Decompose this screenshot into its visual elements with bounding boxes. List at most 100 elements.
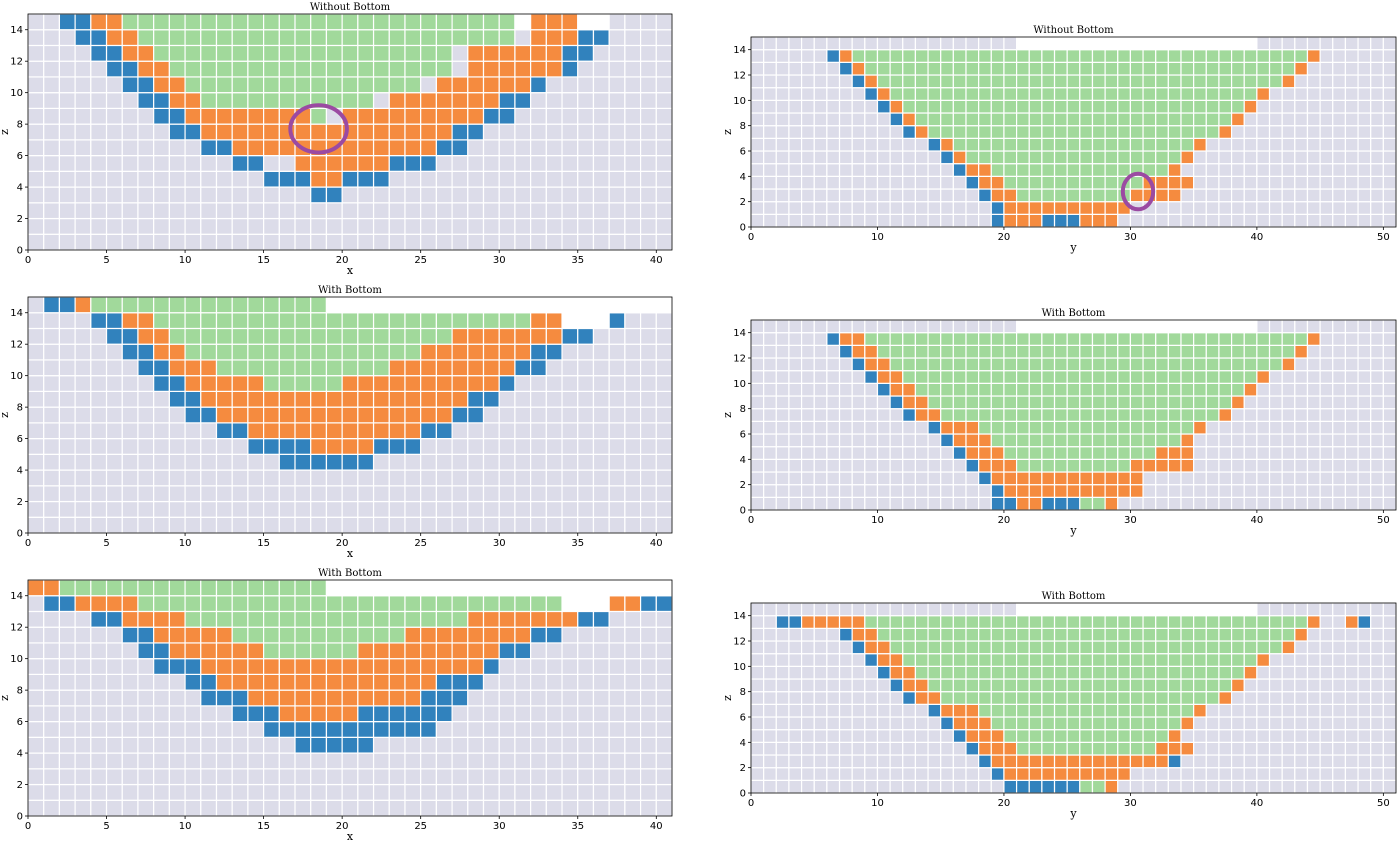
- cell-green: [1053, 716, 1068, 731]
- cell-orange: [1079, 213, 1094, 228]
- cell-green: [1028, 74, 1043, 89]
- cell-empty: [624, 359, 642, 377]
- cell-green: [1230, 640, 1245, 655]
- cell-empty: [1357, 458, 1372, 473]
- cell-white: [514, 296, 532, 314]
- x-tick-label: 20: [998, 798, 1011, 809]
- cell-empty: [1243, 150, 1258, 165]
- cell-green: [902, 344, 917, 359]
- cell-orange: [965, 716, 980, 731]
- cell-green: [247, 76, 265, 94]
- cell-green: [1066, 150, 1081, 165]
- cell-empty: [1332, 112, 1347, 127]
- cell-green: [940, 370, 954, 384]
- cell-orange: [889, 99, 904, 114]
- cell-blue: [788, 615, 803, 629]
- cell-empty: [1332, 201, 1347, 215]
- cell-green: [1129, 332, 1144, 346]
- cell-blue: [592, 29, 610, 47]
- cell-orange: [914, 395, 929, 410]
- cell-empty: [105, 453, 123, 471]
- cell-empty: [545, 689, 563, 707]
- cell-empty: [763, 779, 777, 794]
- cell-empty: [1357, 332, 1372, 346]
- cell-green: [952, 382, 967, 397]
- cell-green: [1091, 729, 1106, 743]
- cell-green: [1193, 640, 1207, 655]
- cell-empty: [826, 767, 841, 781]
- cell-orange: [1066, 754, 1081, 769]
- cell-empty: [639, 453, 657, 471]
- cell-empty: [1268, 319, 1283, 334]
- cell-green: [278, 375, 296, 393]
- cell-empty: [90, 752, 108, 770]
- cell-white: [1142, 319, 1157, 334]
- cell-orange: [1003, 471, 1018, 486]
- cell-orange: [278, 406, 296, 424]
- cell-green: [1256, 357, 1271, 372]
- cell-green: [1167, 150, 1182, 165]
- cell-empty: [1230, 163, 1245, 177]
- cell-empty: [1332, 754, 1347, 769]
- cell-green: [1205, 87, 1220, 101]
- cell-green: [1129, 370, 1144, 384]
- cell-empty: [200, 170, 218, 188]
- cell-orange: [1129, 458, 1144, 473]
- cell-orange: [310, 438, 328, 455]
- cell-green: [278, 579, 296, 597]
- cell-orange: [310, 658, 328, 675]
- cell-empty: [826, 678, 841, 693]
- cell-green: [231, 44, 249, 62]
- cell-empty: [775, 163, 790, 177]
- cell-green: [1066, 163, 1081, 177]
- cell-empty: [902, 703, 917, 718]
- cell-empty: [655, 626, 673, 644]
- cell-green: [1180, 420, 1195, 435]
- cell-empty: [530, 217, 547, 235]
- cell-empty: [826, 175, 841, 190]
- cell-empty: [341, 500, 359, 518]
- cell-empty: [851, 446, 866, 460]
- cell-green: [1066, 665, 1081, 680]
- cell-empty: [940, 201, 954, 215]
- cell-blue: [927, 703, 942, 718]
- cell-empty: [294, 202, 312, 220]
- cell-orange: [902, 678, 917, 693]
- cell-green: [1129, 357, 1144, 372]
- cell-orange: [215, 642, 233, 660]
- cell-blue: [435, 422, 453, 440]
- cell-empty: [404, 186, 422, 204]
- cell-green: [864, 61, 879, 76]
- cell-empty: [1281, 408, 1296, 422]
- cell-empty: [763, 767, 777, 781]
- cell-empty: [927, 446, 942, 460]
- cell-empty: [121, 485, 139, 503]
- y-tick-label: 2: [740, 480, 746, 491]
- cell-empty: [800, 395, 815, 410]
- cell-empty: [1256, 729, 1271, 743]
- cell-empty: [1306, 188, 1321, 203]
- cell-empty: [1319, 691, 1334, 705]
- cell-orange: [404, 107, 422, 125]
- cell-green: [1180, 61, 1195, 76]
- cell-green: [1117, 99, 1132, 114]
- cell-green: [231, 343, 249, 361]
- cell-white: [592, 13, 610, 31]
- cell-empty: [1370, 458, 1384, 473]
- cell-empty: [788, 332, 803, 346]
- cell-blue: [294, 720, 312, 738]
- cell-empty: [530, 92, 547, 109]
- cell-empty: [58, 516, 76, 534]
- cell-empty: [530, 799, 547, 817]
- cell-empty: [655, 123, 673, 141]
- cell-green: [357, 626, 375, 644]
- cell-blue: [215, 139, 233, 157]
- cell-empty: [889, 319, 904, 334]
- cell-orange: [357, 658, 375, 675]
- cell-empty: [43, 658, 61, 675]
- cell-empty: [608, 60, 626, 78]
- cell-green: [1104, 112, 1119, 127]
- cell-empty: [838, 175, 853, 190]
- cell-empty: [43, 783, 61, 801]
- cell-empty: [168, 233, 186, 251]
